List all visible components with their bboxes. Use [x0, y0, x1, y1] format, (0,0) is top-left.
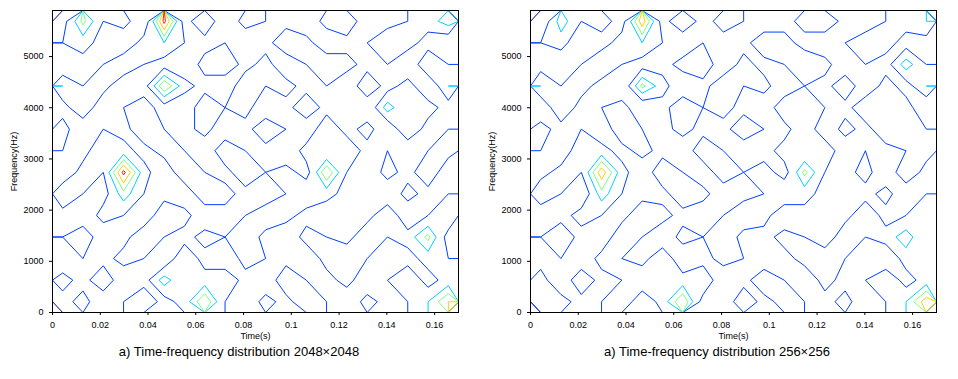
svg-text:Frequency(Hz): Frequency(Hz): [9, 132, 19, 192]
svg-text:3000: 3000: [23, 154, 43, 164]
html-text:a) Time-frequency distribution: a) Time-frequency distribution 2048×2048: [118, 344, 360, 359]
svg-text:1000: 1000: [23, 256, 43, 266]
svg-text:0.04: 0.04: [139, 320, 157, 330]
svg-text:Time(s): Time(s): [240, 331, 270, 341]
svg-text:0.1: 0.1: [285, 320, 298, 330]
svg-text:0.06: 0.06: [665, 320, 683, 330]
svg-text:3000: 3000: [501, 154, 521, 164]
svg-text:0.06: 0.06: [187, 320, 205, 330]
svg-text:0.04: 0.04: [617, 320, 635, 330]
svg-text:4000: 4000: [23, 103, 43, 113]
svg-text:Time(s): Time(s): [718, 331, 748, 341]
svg-text:0.14: 0.14: [378, 320, 396, 330]
svg-text:0: 0: [50, 320, 55, 330]
svg-text:0.16: 0.16: [904, 320, 922, 330]
svg-text:Frequency(Hz): Frequency(Hz): [487, 132, 497, 192]
svg-text:0.12: 0.12: [330, 320, 348, 330]
svg-text:0.1: 0.1: [763, 320, 776, 330]
svg-text:0.02: 0.02: [91, 320, 109, 330]
svg-text:0.12: 0.12: [808, 320, 826, 330]
svg-text:0.02: 0.02: [569, 320, 587, 330]
svg-text:0: 0: [528, 320, 533, 330]
svg-text:2000: 2000: [23, 205, 43, 215]
svg-text:0.16: 0.16: [426, 320, 444, 330]
svg-text:5000: 5000: [23, 51, 43, 61]
svg-text:0.14: 0.14: [856, 320, 874, 330]
html-text:a) Time-frequency distribution: a) Time-frequency distribution 256×256: [604, 344, 830, 359]
svg-text:4000: 4000: [501, 103, 521, 113]
svg-text:0.08: 0.08: [713, 320, 731, 330]
svg-text:5000: 5000: [501, 51, 521, 61]
svg-text:1000: 1000: [501, 256, 521, 266]
svg-text:0: 0: [516, 307, 521, 317]
svg-text:0: 0: [38, 307, 43, 317]
svg-text:2000: 2000: [501, 205, 521, 215]
svg-text:0.08: 0.08: [235, 320, 253, 330]
